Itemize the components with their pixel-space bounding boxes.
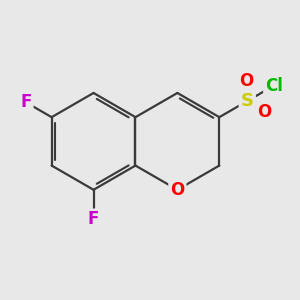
Text: O: O bbox=[258, 103, 272, 121]
Text: O: O bbox=[239, 71, 254, 89]
Text: O: O bbox=[170, 181, 184, 199]
Text: Cl: Cl bbox=[265, 76, 283, 94]
Text: S: S bbox=[241, 92, 254, 110]
Text: F: F bbox=[20, 93, 32, 111]
Text: F: F bbox=[88, 211, 99, 229]
